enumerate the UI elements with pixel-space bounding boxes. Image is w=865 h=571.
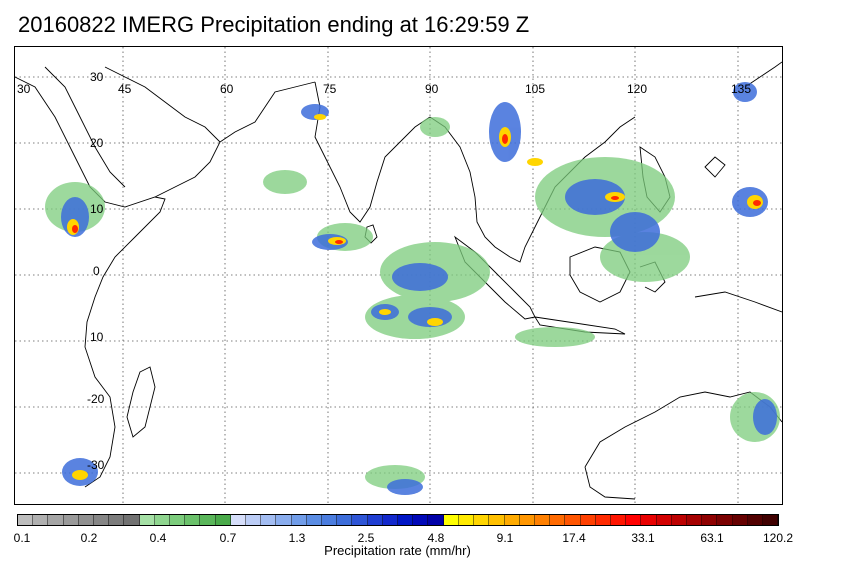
colorbar-swatch — [702, 515, 718, 525]
precipitation-field — [45, 82, 780, 495]
colorbar-swatch — [626, 515, 642, 525]
colorbar-swatch — [352, 515, 368, 525]
colorbar-swatch — [154, 515, 171, 525]
colorbar-swatch — [474, 515, 490, 525]
colorbar-swatch — [124, 515, 140, 525]
colorbar-tick-label: 17.4 — [562, 531, 586, 545]
colorbar-swatch — [534, 515, 551, 525]
colorbar-swatch — [732, 515, 748, 525]
lat-label-30s: -30 — [87, 458, 105, 472]
lat-label-10s: 10 — [90, 330, 104, 344]
colorbar-tick-label: 2.5 — [357, 531, 375, 545]
lon-label-75: 75 — [323, 82, 337, 96]
colorbar-swatch — [139, 515, 155, 525]
colorbar-swatch — [458, 515, 475, 525]
colorbar-tick-label: 120.2 — [762, 531, 794, 545]
colorbar-swatch — [306, 515, 323, 525]
colorbar-swatch — [413, 515, 429, 525]
lat-label-0: 0 — [93, 264, 100, 278]
colorbar-swatch — [656, 515, 672, 525]
colorbar-swatch — [33, 515, 49, 525]
colorbar-swatch — [63, 515, 79, 525]
colorbar-tick-label: 4.8 — [427, 531, 445, 545]
colorbar-swatch — [215, 515, 231, 525]
colorbar-tick-label: 0.2 — [80, 531, 98, 545]
colorbar-swatch — [170, 515, 186, 525]
colorbar-swatch — [18, 515, 34, 525]
lon-label-30: 30 — [17, 82, 31, 96]
colorbar-swatch — [550, 515, 566, 525]
colorbar-tick-label: 0.4 — [149, 531, 167, 545]
colorbar-title: Precipitation rate (mm/hr) — [324, 543, 471, 558]
lat-label-30n: 30 — [90, 70, 104, 84]
colorbar-tick-label: 9.1 — [496, 531, 514, 545]
lat-label-20n: 20 — [90, 136, 104, 150]
lon-label-105: 105 — [525, 82, 546, 96]
colorbar-swatch — [246, 515, 262, 525]
colorbar-swatch — [230, 515, 247, 525]
colorbar-swatch — [322, 515, 338, 525]
colorbar-swatch — [565, 515, 581, 525]
colorbar-tick-label: 1.3 — [288, 531, 306, 545]
colorbar-swatch — [398, 515, 414, 525]
colorbar-swatch — [580, 515, 596, 525]
colorbar-swatch — [276, 515, 292, 525]
precipitation-colorbar — [17, 514, 779, 526]
colorbar-swatch — [641, 515, 657, 525]
colorbar-swatch — [337, 515, 353, 525]
colorbar-tick-label: 33.1 — [631, 531, 655, 545]
colorbar-swatch — [382, 515, 399, 525]
lon-label-135: 135 — [731, 82, 752, 96]
colorbar-swatch — [291, 515, 307, 525]
colorbar-swatch — [519, 515, 535, 525]
colorbar-swatch — [48, 515, 64, 525]
colorbar-swatch — [489, 515, 505, 525]
colorbar-swatch — [261, 515, 277, 525]
colorbar-swatch — [595, 515, 611, 525]
colorbar-swatch — [109, 515, 125, 525]
colorbar-swatch — [428, 515, 444, 525]
colorbar-tick-label: 0.1 — [13, 531, 31, 545]
colorbar-swatch — [504, 515, 520, 525]
lon-label-120: 120 — [627, 82, 648, 96]
map-title: 20160822 IMERG Precipitation ending at 1… — [18, 12, 530, 37]
colorbar-swatch — [200, 515, 216, 525]
colorbar-swatch — [717, 515, 733, 525]
lon-label-60: 60 — [220, 82, 234, 96]
lat-label-20s: -20 — [87, 392, 105, 406]
colorbar-swatch — [78, 515, 95, 525]
colorbar-swatch — [762, 515, 779, 525]
lon-label-45: 45 — [118, 82, 132, 96]
colorbar-swatch — [686, 515, 703, 525]
colorbar-swatch — [94, 515, 110, 525]
colorbar-tick-label: 0.7 — [219, 531, 237, 545]
colorbar-tick-label: 63.1 — [700, 531, 724, 545]
colorbar-swatch — [610, 515, 627, 525]
colorbar-swatch — [443, 515, 459, 525]
colorbar-swatch — [367, 515, 383, 525]
map-canvas — [15, 47, 782, 504]
colorbar-swatch — [747, 515, 763, 525]
lat-label-10n: 10 — [90, 202, 104, 216]
colorbar-swatch — [671, 515, 687, 525]
colorbar-swatch — [185, 515, 201, 525]
precipitation-map: 30 45 60 75 90 105 120 135 30 20 10 0 10… — [14, 46, 783, 505]
lon-label-90: 90 — [425, 82, 439, 96]
